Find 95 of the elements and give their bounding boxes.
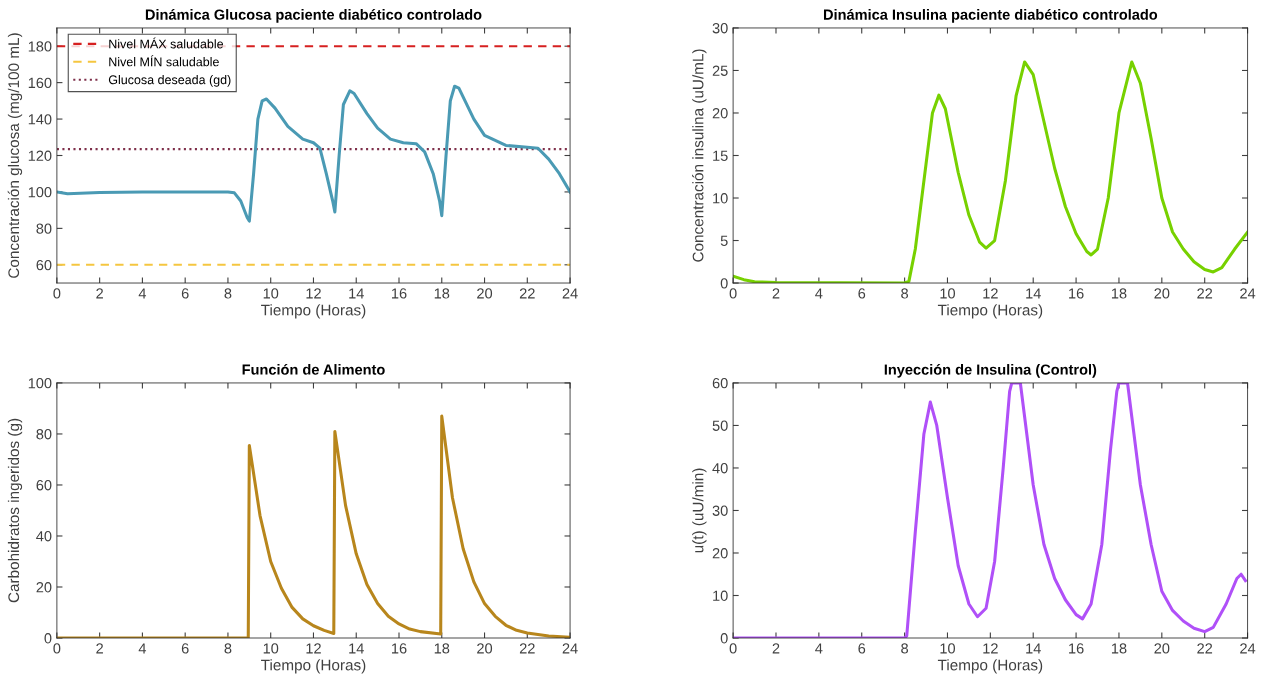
x-tick-label: 12 bbox=[983, 288, 998, 299]
x-tick-label: 6 bbox=[181, 643, 189, 654]
y-tick-label: 0 bbox=[720, 278, 728, 289]
y-axis-title: Concentración glucosa (mg/100 mL) bbox=[7, 33, 23, 278]
x-tick-label: 2 bbox=[96, 643, 103, 654]
y-tick-label: 20 bbox=[36, 582, 52, 593]
x-tick-label: 24 bbox=[1240, 288, 1256, 299]
x-tick-label: 24 bbox=[1240, 643, 1256, 654]
x-tick-label: 8 bbox=[901, 643, 909, 654]
y-tick-label: 0 bbox=[720, 633, 728, 644]
y-tick-label: 30 bbox=[712, 23, 728, 34]
x-tick-label: 18 bbox=[434, 288, 450, 299]
x-tick-label: 18 bbox=[434, 643, 450, 654]
x-tick-label: 20 bbox=[477, 643, 493, 654]
x-tick-label: 24 bbox=[562, 643, 578, 654]
x-tick-label: 4 bbox=[815, 643, 823, 654]
x-axis-title: Tiempo (Horas) bbox=[937, 659, 1043, 674]
x-tick-label: 16 bbox=[392, 643, 407, 654]
x-tick-label: 6 bbox=[858, 288, 866, 299]
x-tick-label: 2 bbox=[772, 288, 780, 299]
x-tick-label: 4 bbox=[138, 643, 147, 654]
line-series bbox=[733, 382, 1247, 639]
x-tick-label: 22 bbox=[1197, 643, 1213, 654]
y-tick-label: 60 bbox=[36, 259, 52, 271]
y-tick-label: 20 bbox=[712, 548, 728, 559]
y-tick-label: 10 bbox=[713, 193, 728, 204]
x-tick-label: 16 bbox=[1069, 643, 1084, 654]
x-tick-label: 4 bbox=[815, 288, 823, 299]
y-axis-title: u(t) (uU/min) bbox=[692, 468, 707, 553]
chart-title: Función de Alimento bbox=[242, 363, 385, 375]
y-tick-label: 180 bbox=[28, 41, 52, 52]
y-tick-label: 60 bbox=[712, 378, 728, 389]
x-tick-label: 8 bbox=[224, 288, 232, 299]
y-tick-label: 100 bbox=[28, 378, 52, 389]
y-tick-label: 50 bbox=[712, 420, 728, 431]
x-tick-label: 10 bbox=[940, 288, 956, 299]
x-tick-label: 14 bbox=[349, 643, 364, 654]
x-tick-label: 6 bbox=[858, 643, 866, 654]
chart-title: Dinámica Glucosa paciente diabético controlado bbox=[145, 8, 482, 23]
y-tick-label: 20 bbox=[712, 108, 728, 119]
x-tick-label: 10 bbox=[263, 288, 279, 299]
x-tick-label: 22 bbox=[519, 288, 535, 299]
x-tick-label: 20 bbox=[1154, 288, 1170, 299]
x-tick-label: 0 bbox=[53, 288, 61, 299]
y-tick-label: 160 bbox=[28, 77, 52, 89]
x-tick-label: 0 bbox=[729, 643, 737, 654]
x-tick-label: 2 bbox=[772, 643, 780, 654]
x-axis-title: Tiempo (Horas) bbox=[261, 304, 366, 319]
legend-label: Glucosa deseada (gd) bbox=[108, 75, 231, 87]
y-tick-label: 80 bbox=[36, 223, 52, 234]
y-tick-label: 25 bbox=[712, 65, 728, 76]
chart-title: Dinámica Insulina paciente diabético controlado bbox=[823, 8, 1158, 23]
x-tick-label: 2 bbox=[96, 288, 103, 299]
x-tick-label: 10 bbox=[940, 643, 956, 654]
x-tick-label: 18 bbox=[1111, 643, 1127, 654]
x-tick-label: 14 bbox=[1026, 288, 1041, 299]
y-tick-label: 80 bbox=[36, 429, 52, 440]
y-tick-label: 15 bbox=[713, 150, 728, 161]
y-tick-label: 40 bbox=[36, 531, 52, 542]
y-axis-title: Concentración insulina (uU/mL) bbox=[692, 49, 707, 262]
x-axis-title: Tiempo (Horas) bbox=[261, 659, 366, 674]
x-tick-label: 22 bbox=[519, 643, 535, 654]
x-tick-label: 20 bbox=[477, 288, 493, 299]
x-tick-label: 8 bbox=[224, 643, 232, 654]
x-tick-label: 6 bbox=[181, 288, 189, 299]
x-tick-label: 18 bbox=[1111, 288, 1127, 299]
x-tick-label: 20 bbox=[1154, 643, 1170, 654]
ref-line-label: Nivel MÁX saludable bbox=[109, 37, 224, 49]
y-tick-label: 10 bbox=[713, 590, 728, 601]
x-tick-label: 0 bbox=[53, 643, 61, 654]
x-tick-label: 22 bbox=[1197, 288, 1213, 299]
y-tick-label: 120 bbox=[28, 150, 52, 161]
x-tick-label: 8 bbox=[901, 288, 909, 299]
x-tick-label: 10 bbox=[263, 643, 279, 654]
x-tick-label: 14 bbox=[1026, 643, 1041, 654]
y-tick-label: 140 bbox=[28, 114, 52, 125]
y-tick-label: 60 bbox=[36, 480, 52, 491]
y-tick-label: 0 bbox=[44, 633, 52, 644]
x-tick-label: 4 bbox=[138, 288, 147, 299]
y-tick-label: 5 bbox=[720, 235, 728, 246]
x-tick-label: 16 bbox=[392, 288, 407, 299]
x-tick-label: 24 bbox=[562, 288, 578, 299]
x-tick-label: 14 bbox=[349, 288, 364, 299]
chart-title: Inyección de Insulina (Control) bbox=[884, 363, 1097, 378]
x-axis-title: Tiempo (Horas) bbox=[937, 304, 1043, 319]
y-tick-label: 40 bbox=[712, 463, 728, 474]
x-tick-label: 12 bbox=[306, 643, 321, 654]
y-axis-title: Carbohidratos ingeridos (g) bbox=[7, 418, 23, 603]
y-tick-label: 100 bbox=[28, 187, 52, 198]
y-tick-label: 30 bbox=[712, 505, 728, 516]
x-tick-label: 16 bbox=[1069, 288, 1084, 299]
x-tick-label: 12 bbox=[983, 643, 998, 654]
x-tick-label: 0 bbox=[729, 288, 737, 299]
legend-label: Nivel MÍN saludable bbox=[109, 55, 219, 67]
x-tick-label: 12 bbox=[306, 288, 321, 299]
